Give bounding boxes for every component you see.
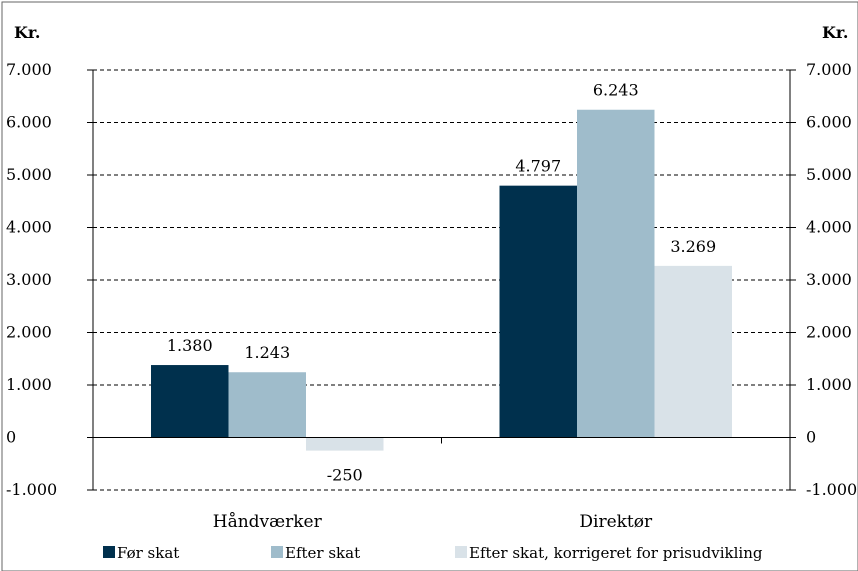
left-tick-label: 6.000 — [6, 113, 52, 132]
data-label: 3.269 — [670, 237, 716, 256]
legend-swatch — [455, 546, 467, 558]
bar — [499, 185, 577, 438]
bar — [306, 437, 384, 451]
right-tick-label: 4.000 — [806, 218, 852, 237]
left-tick-label: 2.000 — [6, 323, 52, 342]
bar — [654, 265, 732, 438]
right-tick-label: 2.000 — [806, 323, 852, 342]
left-tick-label: 7.000 — [6, 60, 52, 79]
legend-swatch — [103, 546, 115, 558]
data-label: 1.243 — [244, 343, 290, 362]
data-label: 4.797 — [515, 157, 561, 176]
bar — [577, 109, 655, 438]
left-unit-label: Kr. — [14, 23, 40, 42]
bars — [151, 109, 732, 451]
legend-label: Efter skat — [285, 544, 360, 562]
data-labels: 1.380 1.243 -250 4.797 6.243 3.269 — [167, 81, 716, 485]
left-tick-label: 3.000 — [6, 270, 52, 289]
left-tick-label: 0 — [6, 428, 16, 447]
category-label: Direktør — [579, 512, 653, 532]
right-tick-label: 5.000 — [806, 165, 852, 184]
right-tick-label: 6.000 — [806, 113, 852, 132]
bar — [151, 365, 229, 438]
legend-label: Efter skat, korrigeret for prisudvikling — [469, 544, 763, 562]
left-tick-label: 1.000 — [6, 375, 52, 394]
right-tick-label: 7.000 — [806, 60, 852, 79]
legend: Før skat Efter skat Efter skat, korrigeret… — [103, 544, 763, 562]
left-tick-label: 4.000 — [6, 218, 52, 237]
data-label: 6.243 — [593, 81, 639, 100]
right-tick-label: 3.000 — [806, 270, 852, 289]
left-tick-label: 5.000 — [6, 165, 52, 184]
data-label: -250 — [327, 466, 363, 485]
category-label: Håndværker — [213, 512, 323, 532]
left-tick-label: -1.000 — [6, 480, 57, 499]
right-unit-label: Kr. — [822, 23, 848, 42]
axes: -1.000 -1.000 0 0 1.000 1.000 2.000 2.000 3.000 3… — [6, 60, 857, 532]
legend-swatch — [271, 546, 283, 558]
right-tick-label: 1.000 — [806, 375, 852, 394]
data-label: 1.380 — [167, 336, 213, 355]
right-tick-label: 0 — [806, 428, 816, 447]
right-tick-label: -1.000 — [806, 480, 857, 499]
legend-label: Før skat — [117, 544, 179, 562]
bar — [228, 372, 306, 438]
